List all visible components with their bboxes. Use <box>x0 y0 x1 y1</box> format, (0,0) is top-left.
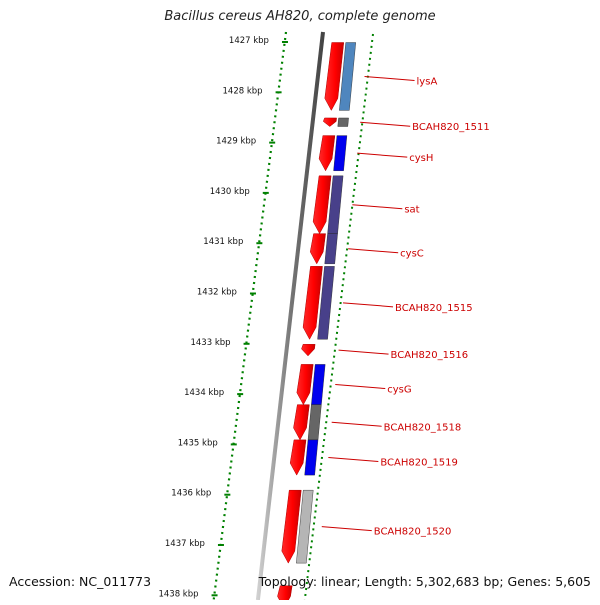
scale-tick-label: 1434 kbp <box>184 388 224 398</box>
gene-label: BCAH820_1518 <box>384 422 462 433</box>
gene-arrow <box>301 344 316 357</box>
gene-arrow <box>318 135 336 172</box>
gene-label: cysH <box>409 153 433 164</box>
gene-arrow <box>322 117 337 127</box>
gene-label-leader <box>321 526 372 532</box>
gene-label-leader <box>360 121 411 127</box>
gene-label-leader <box>364 75 415 81</box>
gene-arrow <box>312 175 332 235</box>
scale-tick-label: 1430 kbp <box>210 187 250 197</box>
gene-feature-bar <box>311 364 326 405</box>
gene-label-leader <box>328 456 379 462</box>
gene-label-leader <box>357 152 408 158</box>
gene-label: BCAH820_1516 <box>391 350 469 361</box>
topology-label: Topology: linear; Length: 5,302,683 bp; … <box>258 574 591 589</box>
gene-feature-bar <box>324 233 338 265</box>
scale-tick-label: 1435 kbp <box>178 438 218 448</box>
gene-label: lysA <box>417 76 438 87</box>
gene-arrow <box>302 266 323 340</box>
gene-label-leader <box>352 204 403 210</box>
gene-feature-bar <box>304 439 319 476</box>
gene-label: BCAH820_1520 <box>374 527 452 538</box>
gene-label: BCAH820_1511 <box>412 122 490 133</box>
gene-feature-bar <box>307 404 322 441</box>
scale-tick-label: 1432 kbp <box>197 288 237 298</box>
scale-tick-label: 1433 kbp <box>190 338 230 348</box>
scale-tick-label: 1427 kbp <box>229 36 269 46</box>
scale-axis-line <box>212 31 288 601</box>
genome-backbone <box>255 31 325 601</box>
gene-label-leader <box>338 349 389 355</box>
gene-label-leader <box>335 384 386 390</box>
gene-label: cysG <box>387 385 411 396</box>
gene-feature-bar <box>339 42 356 111</box>
gene-arrow <box>293 404 310 441</box>
gene-arrow <box>289 439 307 476</box>
gene-label-leader <box>331 421 382 427</box>
gene-feature-bar <box>333 135 348 171</box>
scale-tick-label: 1437 kbp <box>165 539 205 549</box>
gene-arrow <box>296 364 314 406</box>
accession-label: Accession: NC_011773 <box>9 574 152 589</box>
scale-tick-label: 1429 kbp <box>216 137 256 147</box>
scale-tick-label: 1436 kbp <box>171 489 211 499</box>
gene-label: sat <box>404 205 419 216</box>
gene-label-leader <box>342 302 394 308</box>
gene-arrow <box>281 489 302 564</box>
gene-arrow <box>309 233 326 265</box>
gene-label: BCAH820_1519 <box>380 457 458 468</box>
gene-feature-bar <box>337 117 349 127</box>
scale-tick-label: 1438 kbp <box>158 589 198 599</box>
scale-tick-label: 1431 kbp <box>203 237 243 247</box>
gene-label: BCAH820_1515 <box>395 303 473 314</box>
gene-arrow <box>324 42 345 111</box>
genome-title: Bacillus cereus AH820, complete genome <box>164 9 436 24</box>
gene-label-leader <box>348 248 399 254</box>
feature-track-guide <box>303 33 374 601</box>
scale-tick-label: 1428 kbp <box>223 86 263 96</box>
gene-feature-bar <box>296 489 314 564</box>
gene-label: cysC <box>400 249 424 260</box>
gene-feature-bar <box>317 266 335 340</box>
